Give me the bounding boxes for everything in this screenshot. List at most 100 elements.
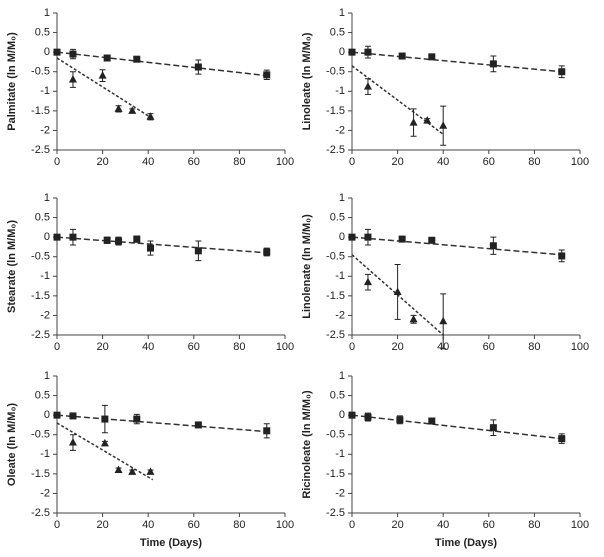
square-marker	[194, 247, 202, 255]
square-marker	[489, 424, 497, 432]
y-tick-label: -2.5	[326, 144, 345, 156]
x-tick-label: 40	[142, 341, 154, 353]
y-tick-label: -0.5	[31, 429, 50, 441]
panel: -2.5-2-1.5-1-0.500.510 20 40 60 80 100Linolen…	[301, 192, 589, 353]
y-tick-label: -0.5	[31, 66, 50, 78]
x-tick-label: 20	[96, 519, 108, 531]
square-marker	[558, 435, 566, 443]
square-marker	[101, 415, 109, 423]
square-marker	[115, 237, 123, 245]
x-tick-label: 20	[391, 341, 403, 353]
panel: -2.5 -2 -1.5 -1 -0.5 0 0.5 1 0 20 40 60 80 100 Oleate …	[6, 370, 294, 549]
x-tick-label: 40	[142, 519, 154, 531]
y-tick-label: -2	[40, 309, 50, 321]
panel: -2.5 -2 -1.5 -1 -0.5 0 0.5 1 0 20 40 60 80 100 Palmita…	[6, 7, 294, 168]
square-marker	[428, 53, 436, 61]
x-tick-label: 0	[349, 341, 355, 353]
square-marker	[558, 252, 566, 260]
y-tick-label: 0	[339, 231, 345, 243]
x-tick-label: 40	[142, 156, 154, 168]
y-tick-label: -2	[335, 124, 345, 136]
x-axis-label: Time (Days)	[435, 537, 497, 549]
trend-line	[351, 51, 562, 73]
square-marker	[53, 48, 61, 56]
x-tick-label: 60	[188, 156, 200, 168]
y-tick-label: 0.5	[330, 26, 345, 38]
triangle-marker	[439, 316, 448, 325]
triangle-marker	[146, 467, 155, 475]
y-tick-label: -1	[40, 448, 50, 460]
triangle-marker	[409, 314, 418, 323]
x-tick-label: 80	[528, 519, 540, 531]
x-tick-label: 0	[349, 156, 355, 168]
x-tick-label: 60	[483, 341, 495, 353]
y-tick-label: -1	[335, 85, 345, 97]
x-axis-label: Time (Days)	[140, 537, 202, 549]
triangle-marker	[393, 287, 402, 295]
y-tick-label: 1	[44, 7, 50, 19]
square-marker	[69, 50, 77, 58]
y-tick-label: -0.5	[326, 66, 345, 78]
y-tick-label: -1.5	[326, 290, 345, 302]
y-tick-label: 1	[339, 192, 345, 204]
triangle-marker	[363, 277, 372, 286]
trend-line	[351, 65, 444, 135]
square-marker	[53, 411, 61, 419]
x-tick-label: 20	[391, 519, 403, 531]
triangle-marker	[100, 438, 109, 447]
trend-line	[351, 414, 562, 440]
y-tick-label: -0.5	[326, 429, 345, 441]
square-marker	[133, 415, 141, 423]
y-tick-label: 0	[339, 409, 345, 421]
square-marker	[396, 416, 404, 424]
y-tick-label: -2	[335, 309, 345, 321]
trend-line	[351, 236, 562, 256]
y-tick-label: 0	[339, 46, 345, 58]
y-axis-label: Stearate (ln M/M₀)	[6, 220, 18, 313]
x-tick-label: 100	[571, 341, 589, 353]
square-marker	[133, 235, 141, 243]
square-marker	[489, 60, 497, 68]
panel: -2.5 -2 -1.5 -1 -0.5 0 0.5 1 0 20 40 60 80 100 Ricinol…	[301, 370, 589, 549]
y-tick-label: -0.5	[326, 251, 345, 263]
x-tick-label: 20	[96, 341, 108, 353]
x-tick-label: 20	[391, 156, 403, 168]
x-tick-label: 100	[276, 156, 294, 168]
triangle-marker	[128, 467, 137, 475]
y-tick-label: -2	[40, 124, 50, 136]
y-tick-label: -1.5	[31, 290, 50, 302]
triangle-marker	[363, 82, 372, 90]
x-tick-label: 40	[437, 156, 449, 168]
y-tick-label: 1	[339, 370, 345, 382]
y-tick-label: 1	[44, 370, 50, 382]
x-tick-label: 80	[233, 519, 245, 531]
y-axis-label: Palmitate (ln M/M₀)	[6, 32, 18, 131]
y-axis-label: Linoleate (ln M/M₀)	[301, 32, 313, 130]
x-tick-label: 100	[276, 341, 294, 353]
square-marker	[146, 244, 154, 252]
y-tick-label: 0.5	[330, 389, 345, 401]
square-marker	[69, 412, 77, 420]
y-tick-label: -2.5	[326, 329, 345, 341]
triangle-marker	[439, 121, 448, 129]
x-tick-label: 60	[483, 156, 495, 168]
y-tick-label: -1	[40, 85, 50, 97]
x-tick-label: 100	[571, 156, 589, 168]
y-tick-label: -2	[335, 487, 345, 499]
x-tick-label: 80	[233, 156, 245, 168]
square-marker	[428, 236, 436, 244]
triangle-marker	[409, 118, 418, 126]
triangle-marker	[68, 75, 77, 83]
y-tick-label: -1	[335, 448, 345, 460]
triangle-marker	[146, 112, 155, 120]
square-marker	[69, 233, 77, 241]
x-tick-label: 100	[276, 519, 294, 531]
trend-line	[56, 51, 267, 77]
trend-line	[56, 414, 267, 433]
x-tick-label: 80	[233, 341, 245, 353]
square-marker	[53, 233, 61, 241]
y-tick-label: -2	[40, 487, 50, 499]
y-tick-label: -0.5	[31, 251, 50, 263]
square-marker	[558, 68, 566, 76]
